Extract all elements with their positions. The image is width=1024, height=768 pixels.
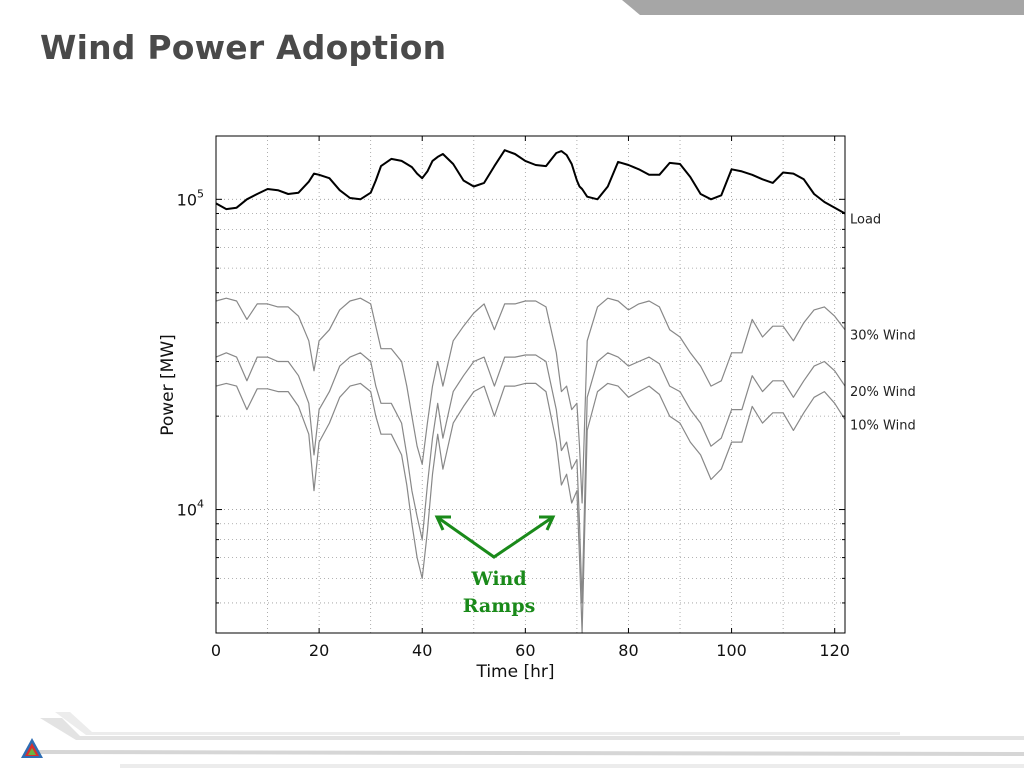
ramp-arrowhead-left bbox=[434, 515, 451, 531]
y-tick-label: 105 bbox=[177, 187, 204, 209]
chart-series: Load 30% Wind 20% Wind 10% Wind bbox=[215, 149, 916, 634]
x-tick-label: 60 bbox=[515, 641, 535, 660]
x-tick-label: 80 bbox=[618, 641, 638, 660]
series-label-10-wind: 10% Wind bbox=[850, 419, 916, 434]
annotation-line-2: Ramps bbox=[463, 595, 536, 617]
slide-title: Wind Power Adoption bbox=[40, 28, 447, 67]
chart-grid bbox=[216, 136, 845, 633]
lab-logo bbox=[21, 738, 43, 758]
ramp-arrowhead-right bbox=[539, 515, 556, 531]
chart-labels: Time [hr] Power [MW] bbox=[158, 334, 555, 682]
bottom-decoration bbox=[38, 712, 1024, 768]
ramp-arrow-lines bbox=[436, 515, 554, 559]
series-line-30-wind bbox=[215, 297, 846, 504]
x-tick-label: 20 bbox=[309, 641, 329, 660]
chart-ticks: 0 20 40 60 80 100 120 105 104 bbox=[177, 136, 850, 660]
x-tick-label: 120 bbox=[819, 641, 850, 660]
series-label-20-wind: 20% Wind bbox=[850, 385, 916, 400]
series-line-20-wind bbox=[215, 352, 846, 604]
y-axis-label: Power [MW] bbox=[158, 334, 178, 436]
line-chart: Load 30% Wind 20% Wind 10% Wind 0 20 40 60 80 10… bbox=[158, 135, 916, 682]
series-line-10-wind bbox=[215, 382, 846, 634]
top-header-band bbox=[622, 0, 1024, 15]
x-tick-label: 100 bbox=[716, 641, 747, 660]
series-line-load bbox=[215, 149, 846, 215]
x-tick-label: 40 bbox=[412, 641, 432, 660]
y-tick-label: 104 bbox=[177, 498, 204, 520]
series-label-30-wind: 30% Wind bbox=[850, 329, 916, 344]
x-axis-label: Time [hr] bbox=[475, 662, 554, 682]
plot-frame bbox=[215, 135, 846, 634]
series-label-load: Load bbox=[850, 213, 881, 228]
annotation-line-1: Wind bbox=[470, 568, 526, 590]
wind-ramps-annotation: Wind Ramps bbox=[434, 515, 556, 617]
x-tick-label: 0 bbox=[211, 641, 221, 660]
